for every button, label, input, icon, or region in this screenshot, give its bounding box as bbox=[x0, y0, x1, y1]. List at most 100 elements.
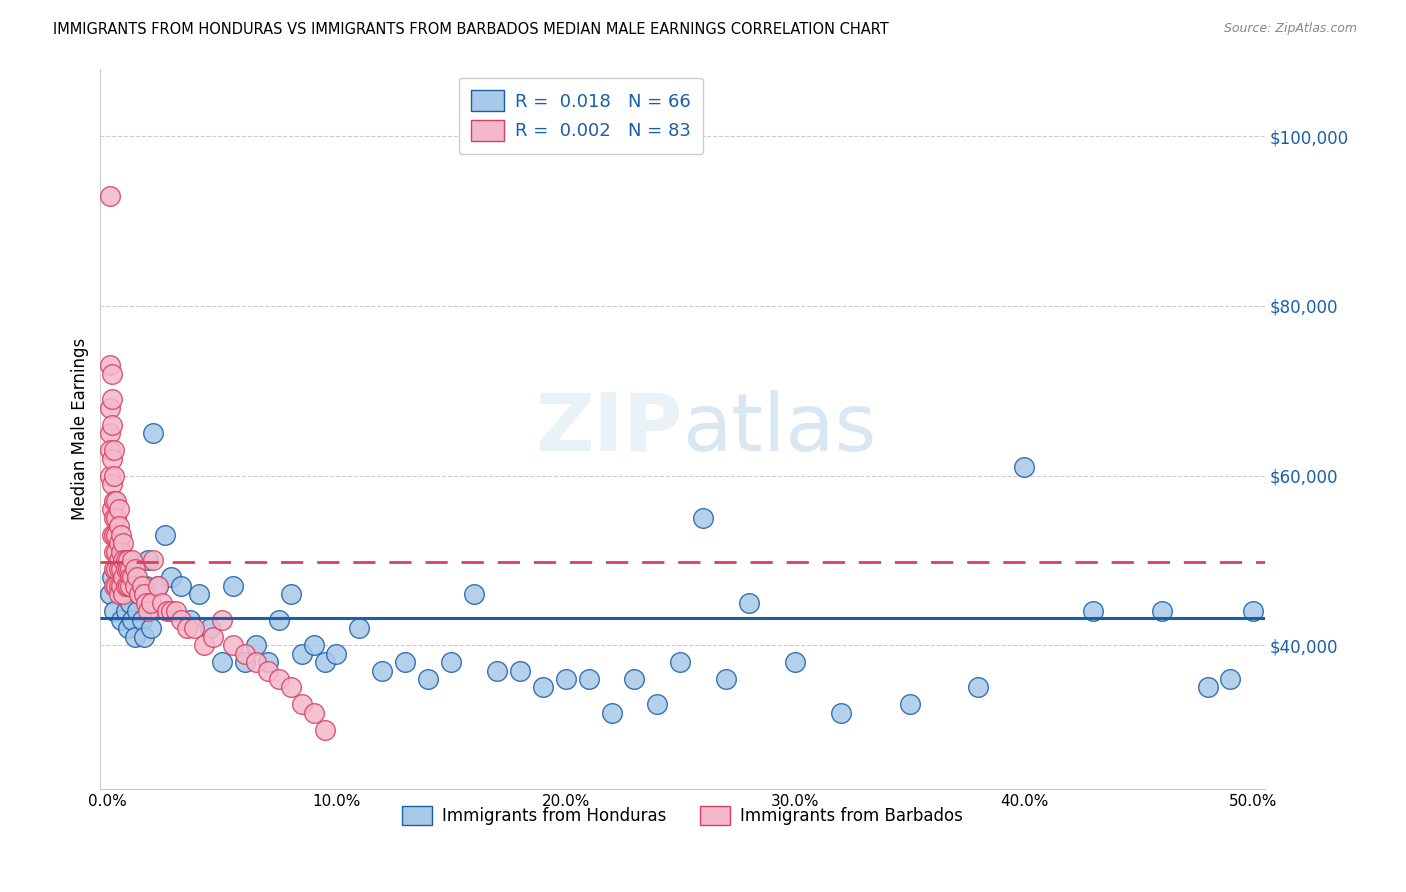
Point bbox=[110, 579, 132, 593]
Point bbox=[120, 562, 142, 576]
Point bbox=[146, 579, 169, 593]
Point bbox=[107, 553, 129, 567]
Point bbox=[101, 451, 124, 466]
Point bbox=[138, 604, 160, 618]
Point bbox=[169, 613, 191, 627]
Point bbox=[647, 698, 669, 712]
Point bbox=[302, 706, 325, 720]
Legend: Immigrants from Honduras, Immigrants from Barbados: Immigrants from Honduras, Immigrants fro… bbox=[392, 796, 973, 835]
Point bbox=[1012, 460, 1035, 475]
Point bbox=[101, 367, 124, 381]
Point bbox=[103, 579, 125, 593]
Point bbox=[187, 587, 209, 601]
Point bbox=[117, 553, 139, 567]
Point bbox=[211, 613, 233, 627]
Point bbox=[98, 401, 121, 415]
Point bbox=[125, 604, 148, 618]
Point bbox=[150, 596, 173, 610]
Point bbox=[101, 570, 124, 584]
Point bbox=[142, 553, 165, 567]
Point bbox=[105, 579, 128, 593]
Point bbox=[600, 706, 623, 720]
Point bbox=[325, 647, 347, 661]
Point bbox=[114, 562, 136, 576]
Point bbox=[107, 587, 129, 601]
Point bbox=[125, 570, 148, 584]
Point bbox=[139, 621, 162, 635]
Point bbox=[509, 664, 531, 678]
Point bbox=[418, 672, 440, 686]
Point bbox=[314, 723, 336, 737]
Point bbox=[291, 698, 314, 712]
Point bbox=[142, 426, 165, 441]
Point bbox=[531, 681, 554, 695]
Point bbox=[165, 604, 187, 618]
Point bbox=[245, 655, 267, 669]
Point bbox=[160, 604, 183, 618]
Point bbox=[98, 443, 121, 458]
Point bbox=[121, 553, 143, 567]
Point bbox=[485, 664, 508, 678]
Point bbox=[394, 655, 416, 669]
Point bbox=[110, 528, 132, 542]
Text: ZIP: ZIP bbox=[536, 390, 682, 468]
Point bbox=[105, 545, 128, 559]
Point bbox=[103, 604, 125, 618]
Point bbox=[101, 417, 124, 432]
Point bbox=[139, 596, 162, 610]
Point bbox=[211, 655, 233, 669]
Point bbox=[98, 359, 121, 373]
Point bbox=[183, 621, 205, 635]
Point bbox=[349, 621, 371, 635]
Point bbox=[201, 630, 224, 644]
Point bbox=[291, 647, 314, 661]
Point bbox=[222, 579, 245, 593]
Point bbox=[107, 562, 129, 576]
Point bbox=[103, 545, 125, 559]
Point bbox=[138, 553, 160, 567]
Point bbox=[103, 511, 125, 525]
Point bbox=[121, 613, 143, 627]
Point bbox=[967, 681, 990, 695]
Point bbox=[1197, 681, 1219, 695]
Point bbox=[153, 528, 176, 542]
Point bbox=[103, 528, 125, 542]
Point bbox=[124, 562, 146, 576]
Point bbox=[98, 468, 121, 483]
Point bbox=[830, 706, 852, 720]
Text: Source: ZipAtlas.com: Source: ZipAtlas.com bbox=[1223, 22, 1357, 36]
Point bbox=[1219, 672, 1241, 686]
Point bbox=[112, 570, 135, 584]
Point bbox=[105, 528, 128, 542]
Point bbox=[120, 570, 142, 584]
Point bbox=[135, 579, 157, 593]
Point bbox=[120, 596, 142, 610]
Point bbox=[107, 553, 129, 567]
Point bbox=[105, 579, 128, 593]
Point bbox=[132, 587, 155, 601]
Point bbox=[101, 502, 124, 516]
Point bbox=[714, 672, 737, 686]
Point bbox=[233, 647, 256, 661]
Point bbox=[103, 562, 125, 576]
Point bbox=[117, 621, 139, 635]
Point bbox=[98, 426, 121, 441]
Point bbox=[269, 672, 291, 686]
Point bbox=[738, 596, 761, 610]
Text: atlas: atlas bbox=[682, 390, 877, 468]
Point bbox=[160, 570, 183, 584]
Point bbox=[314, 655, 336, 669]
Point bbox=[1241, 604, 1264, 618]
Point bbox=[269, 613, 291, 627]
Point bbox=[120, 579, 142, 593]
Point bbox=[114, 604, 136, 618]
Point bbox=[103, 494, 125, 508]
Point bbox=[179, 613, 201, 627]
Point bbox=[110, 545, 132, 559]
Point bbox=[105, 511, 128, 525]
Point bbox=[200, 621, 222, 635]
Point bbox=[114, 553, 136, 567]
Point bbox=[107, 579, 129, 593]
Point bbox=[117, 562, 139, 576]
Point bbox=[101, 528, 124, 542]
